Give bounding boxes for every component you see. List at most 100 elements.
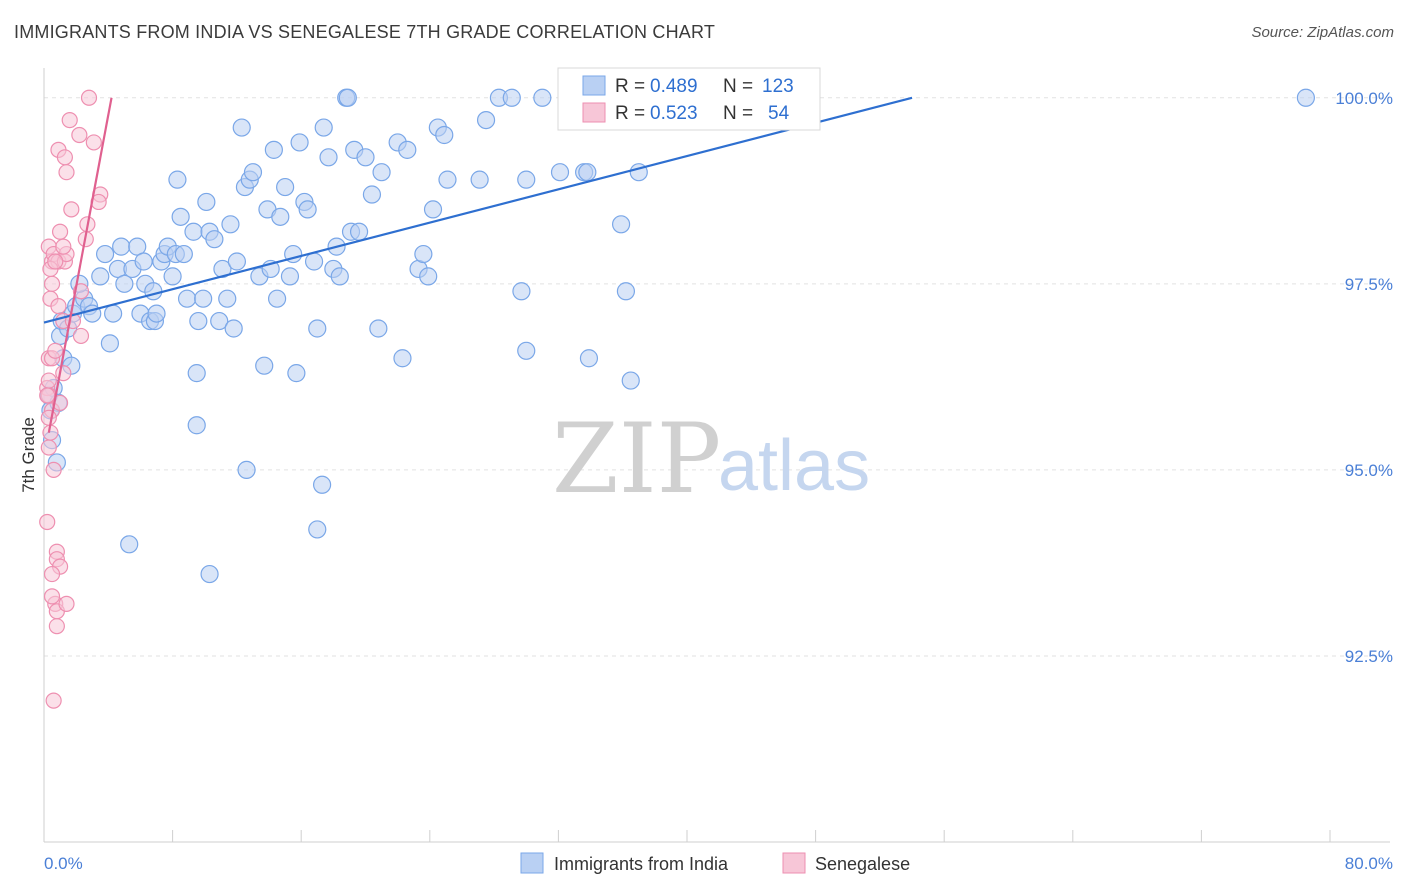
point-india [351, 223, 368, 240]
point-india [439, 171, 456, 188]
point-india [148, 305, 165, 322]
legend-swatch-india [583, 76, 605, 95]
point-india [233, 119, 250, 136]
point-india [228, 253, 245, 270]
point-senegalese [41, 410, 56, 425]
trend-lines [44, 98, 912, 433]
point-senegalese [45, 276, 60, 291]
point-india [394, 350, 411, 367]
point-senegalese [40, 514, 55, 529]
point-india [580, 350, 597, 367]
point-india [225, 320, 242, 337]
point-india [357, 149, 374, 166]
point-india [320, 149, 337, 166]
series-legend-swatch-india [521, 853, 543, 873]
y-tick-label: 92.5% [1345, 647, 1393, 666]
point-india [116, 275, 133, 292]
point-india [309, 320, 326, 337]
point-senegalese [57, 150, 72, 165]
point-india [244, 164, 261, 181]
point-senegalese [49, 619, 64, 634]
point-senegalese [56, 239, 71, 254]
point-india [518, 342, 535, 359]
point-senegalese [82, 90, 97, 105]
point-senegalese [45, 567, 60, 582]
point-india [314, 476, 331, 493]
point-india [518, 171, 535, 188]
point-india [238, 461, 255, 478]
point-india [172, 208, 189, 225]
legend-n-value-india: 123 [762, 76, 794, 97]
point-senegalese [59, 596, 74, 611]
point-india [121, 536, 138, 553]
point-india [188, 365, 205, 382]
point-india [425, 201, 442, 218]
point-senegalese [40, 388, 55, 403]
point-senegalese [48, 254, 63, 269]
point-india [206, 231, 223, 248]
series-legend-label-india: Immigrants from India [554, 854, 729, 874]
point-india [306, 253, 323, 270]
point-india [277, 179, 294, 196]
point-india [513, 283, 530, 300]
point-senegalese [62, 113, 77, 128]
watermark-atlas: atlas [718, 426, 870, 506]
point-india [188, 417, 205, 434]
legend-n-value-senegalese: 54 [768, 103, 790, 124]
point-india [436, 126, 453, 143]
legend-n-label-senegalese: N = [723, 103, 753, 124]
point-india [363, 186, 380, 203]
point-india [101, 335, 118, 352]
point-india [269, 290, 286, 307]
point-india [299, 201, 316, 218]
point-india [175, 246, 192, 263]
point-india [145, 283, 162, 300]
series-legend-swatch-senegalese [783, 853, 805, 873]
point-india [219, 290, 236, 307]
point-senegalese [41, 373, 56, 388]
x-tick-label-max: 80.0% [1345, 854, 1393, 873]
correlation-legend: R = 0.489 N = 123 R = 0.523 N = 54 [558, 68, 820, 130]
point-india [471, 171, 488, 188]
series-legend-label-senegalese: Senegalese [815, 854, 910, 874]
point-india [164, 268, 181, 285]
point-india [256, 357, 273, 374]
point-senegalese [72, 127, 87, 142]
point-india [201, 566, 218, 583]
point-india [579, 164, 596, 181]
y-tick-label: 97.5% [1345, 275, 1393, 294]
point-senegalese [59, 165, 74, 180]
scatter-chart: ZIP atlas 100.0%97.5%95.0%92.5% 7th Grad… [0, 0, 1406, 892]
point-india [399, 141, 416, 158]
point-senegalese [53, 224, 68, 239]
point-india [190, 313, 207, 330]
point-india [315, 119, 332, 136]
legend-r-value-india: 0.489 [650, 76, 698, 97]
watermark-zip: ZIP [552, 403, 721, 515]
point-senegalese [45, 589, 60, 604]
point-india [113, 238, 130, 255]
point-india [331, 268, 348, 285]
point-senegalese [64, 202, 79, 217]
point-india [622, 372, 639, 389]
point-senegalese [46, 462, 61, 477]
point-india [617, 283, 634, 300]
point-india [272, 208, 289, 225]
y-tick-label: 95.0% [1345, 461, 1393, 480]
y-tick-labels: 100.0% 97.5% 95.0% 92.5% [1335, 89, 1393, 666]
point-senegalese [46, 693, 61, 708]
point-india [281, 268, 298, 285]
point-senegalese [41, 440, 56, 455]
point-india [179, 290, 196, 307]
series-legend: Immigrants from India Senegalese [521, 853, 910, 874]
point-india [265, 141, 282, 158]
point-senegalese [51, 299, 66, 314]
point-india [105, 305, 122, 322]
point-india [288, 365, 305, 382]
point-senegalese [73, 328, 88, 343]
point-india [613, 216, 630, 233]
point-india [92, 268, 109, 285]
point-india [309, 521, 326, 538]
y-tick-label: 100.0% [1335, 89, 1393, 108]
point-india [169, 171, 186, 188]
